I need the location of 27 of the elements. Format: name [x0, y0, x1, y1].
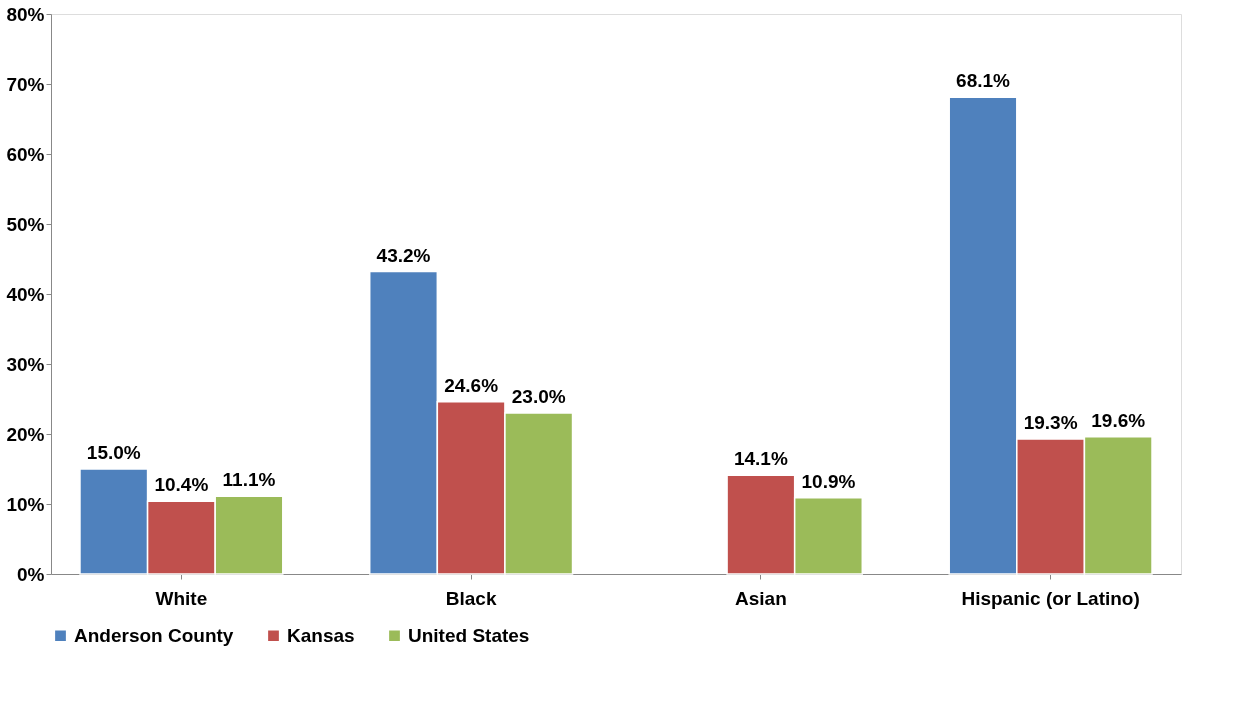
data-label: 68.1%: [956, 70, 1011, 92]
x-tick-label: Hispanic (or Latino): [961, 587, 1140, 609]
legend-label: Anderson County: [74, 624, 234, 646]
data-label: 10.9%: [801, 470, 856, 492]
y-tick-label: 50%: [6, 213, 45, 235]
data-label: 15.0%: [86, 442, 141, 463]
data-label: 43.2%: [376, 244, 431, 266]
y-tick-label: 80%: [6, 3, 45, 25]
data-label: 19.6%: [1091, 409, 1146, 431]
y-tick-label: 40%: [6, 283, 45, 305]
y-tick-label: 70%: [6, 73, 45, 95]
y-tick-label: 20%: [6, 423, 45, 445]
data-label: 10.4%: [154, 474, 209, 496]
y-tick-label: 60%: [6, 143, 45, 165]
y-tick-label: 10%: [6, 493, 45, 515]
legend-label: United States: [408, 624, 530, 646]
data-label: 11.1%: [222, 469, 276, 491]
data-label: 19.3%: [1023, 411, 1078, 433]
data-label: 23.0%: [511, 386, 566, 407]
y-tick-label: 0%: [17, 563, 45, 585]
x-tick-label: White: [155, 587, 208, 609]
y-tick-label: 30%: [6, 353, 45, 375]
x-tick-label: Black: [445, 587, 497, 609]
legend-label: Kansas: [287, 624, 355, 646]
data-label: 14.1%: [733, 448, 788, 470]
data-label: 24.6%: [444, 374, 499, 396]
x-tick-label: Asian: [735, 587, 787, 609]
